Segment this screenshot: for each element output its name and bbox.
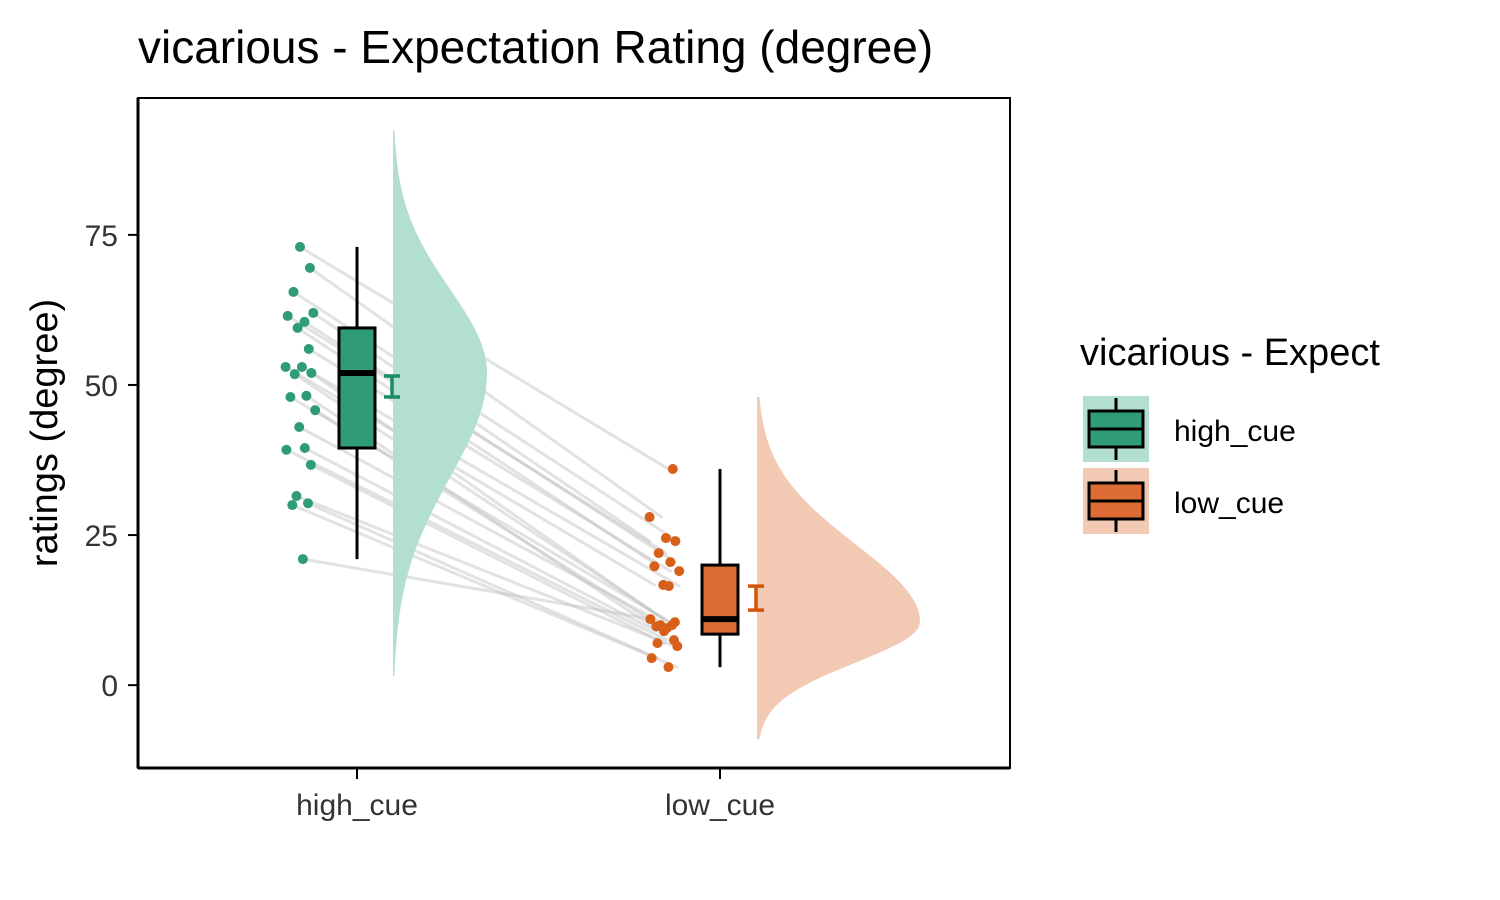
point-low-cue — [663, 662, 674, 673]
point-high-cue — [296, 361, 307, 372]
point-high-cue — [281, 444, 292, 455]
point-high-cue — [310, 405, 321, 416]
point-low-cue — [645, 614, 656, 625]
mean-ci-bars — [384, 374, 764, 612]
boxplots — [337, 246, 740, 668]
axes: 0 25 50 75 high_cue low_cue — [85, 98, 1010, 822]
plot-panel — [137, 97, 1011, 769]
point-high-cue — [288, 286, 299, 297]
densities — [393, 129, 920, 740]
paired-line — [303, 446, 658, 633]
point-high-cue — [299, 316, 310, 327]
point-low-cue — [651, 621, 662, 632]
legend-label-low-cue: low_cue — [1174, 487, 1284, 520]
y-tick-label: 25 — [85, 520, 118, 553]
paired-line — [297, 425, 674, 630]
point-low-cue — [646, 653, 657, 664]
point-low-cue — [674, 566, 685, 577]
point-high-cue — [282, 310, 293, 321]
paired-line — [309, 463, 666, 645]
point-high-cue — [297, 554, 308, 565]
point-low-cue — [663, 581, 674, 592]
point-high-cue — [304, 262, 315, 273]
x-ticks: high_cue low_cue — [296, 768, 775, 822]
point-high-cue — [285, 391, 296, 402]
y-axis-label: ratings (degree) — [24, 299, 66, 567]
y-tick-label: 0 — [101, 670, 118, 703]
point-high-cue — [301, 390, 312, 401]
paired-line — [284, 448, 669, 642]
point-high-cue — [294, 421, 305, 432]
point-low-cue — [644, 512, 655, 523]
x-tick-label-low-cue: low_cue — [665, 789, 775, 822]
point-high-cue — [289, 369, 300, 380]
chart-title: vicarious - Expectation Rating (degree) — [138, 21, 933, 73]
legend-title: vicarious - Expect — [1080, 332, 1380, 374]
paired-line — [301, 557, 654, 621]
point-low-cue — [672, 641, 683, 652]
point-high-cue — [303, 343, 314, 354]
panel-border — [137, 97, 1011, 769]
point-high-cue — [305, 459, 316, 470]
paired-line — [306, 501, 659, 660]
point-low-cue — [652, 638, 663, 649]
point-low-cue — [653, 548, 664, 559]
point-high-cue — [280, 361, 291, 372]
point-high-cue — [292, 322, 303, 333]
y-tick-label: 50 — [85, 370, 118, 403]
point-high-cue — [295, 241, 305, 252]
paired-line — [308, 266, 664, 519]
box-high-cue — [337, 326, 377, 450]
y-ticks: 0 25 50 75 — [85, 220, 138, 703]
legend-label-high-cue: high_cue — [1174, 415, 1296, 448]
point-high-cue — [291, 491, 302, 502]
x-tick-label-high-cue: high_cue — [296, 789, 418, 822]
point-low-cue — [665, 557, 676, 568]
point-high-cue — [299, 443, 310, 454]
point-low-cue — [649, 561, 660, 572]
legend-entry-high-cue: high_cue — [1083, 396, 1296, 462]
density-high-cue — [393, 129, 487, 677]
point-high-cue — [306, 367, 317, 378]
y-tick-label: 75 — [85, 220, 118, 253]
point-low-cue — [667, 464, 678, 475]
point-high-cue — [308, 307, 319, 318]
point-low-cue — [660, 533, 671, 544]
point-high-cue — [303, 498, 313, 509]
legend-entry-low-cue: low_cue — [1083, 468, 1284, 534]
point-low-cue — [659, 626, 669, 637]
box-low-cue — [700, 563, 740, 636]
data-points — [280, 241, 685, 673]
point-high-cue — [287, 500, 298, 511]
paired-line — [294, 494, 676, 648]
density-low-cue — [757, 396, 920, 740]
point-low-cue — [670, 536, 681, 547]
legend: vicarious - Expect high_cue low_cue — [1080, 332, 1380, 534]
